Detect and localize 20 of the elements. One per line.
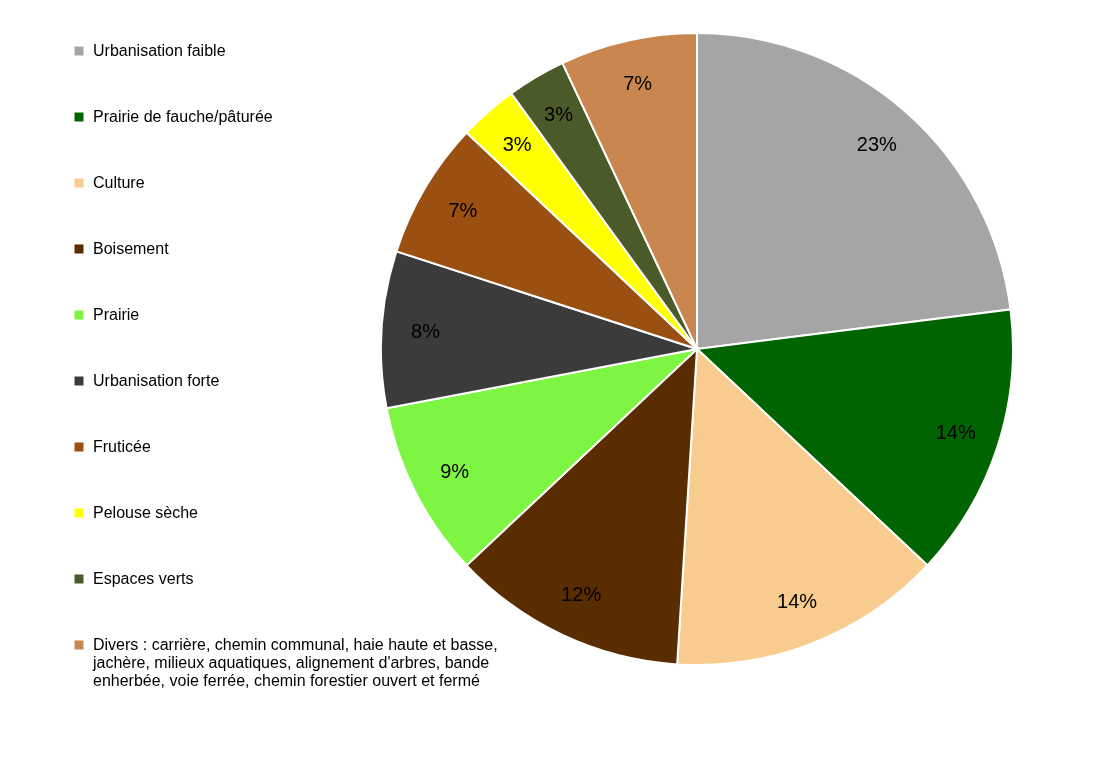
data-label: 23%: [856, 132, 898, 155]
legend-label: Pelouse sèche: [93, 504, 199, 521]
data-label: 14%: [777, 589, 818, 612]
legend-label: Culture: [93, 174, 145, 191]
data-label: 8%: [411, 319, 441, 342]
data-label: 12%: [561, 583, 602, 606]
legend-label: Urbanisation forte: [93, 372, 220, 389]
data-label: 3%: [502, 132, 532, 155]
data-label: 14%: [935, 421, 976, 444]
legend-label: Espaces verts: [93, 570, 194, 587]
legend-label: Fruticée: [93, 438, 151, 455]
data-label: 7%: [623, 71, 653, 94]
legend-label: Boisement: [93, 240, 170, 257]
legend-label: Prairie de fauche/pâturée: [93, 108, 273, 125]
legend-label: Divers : carrière, chemin communal, haie haute et basse, jachère, milieux aquatiques, alignement d'arbres, bande enherbée, voie ferrée, chemin forestier ouvert et fermé: [92, 636, 498, 689]
data-label: 3%: [544, 102, 574, 125]
legend-label: Prairie: [93, 306, 140, 323]
data-label: 7%: [448, 198, 478, 221]
legend-label: Urbanisation faible: [93, 42, 226, 59]
data-label: 9%: [440, 460, 470, 483]
